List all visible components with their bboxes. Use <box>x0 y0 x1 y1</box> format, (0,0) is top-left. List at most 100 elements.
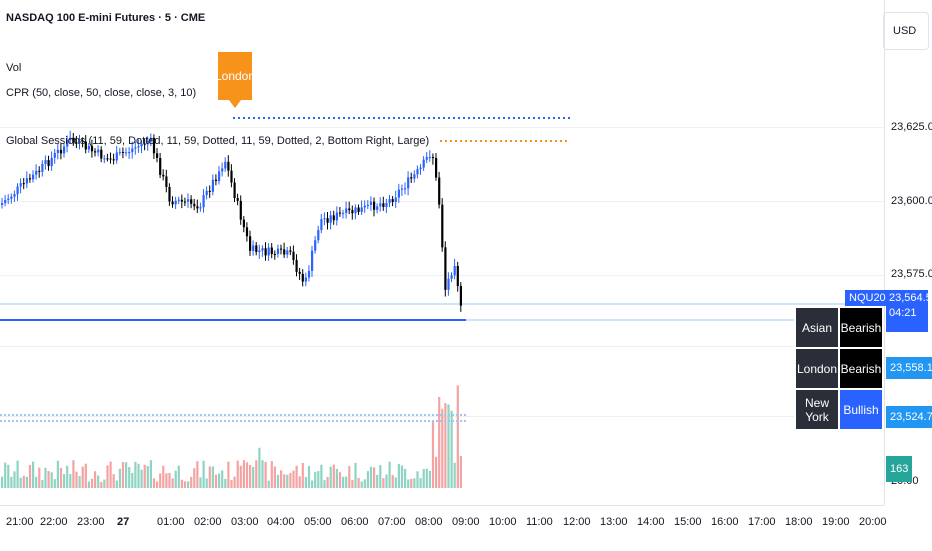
legend-cpr[interactable]: CPR (50, close, 50, close, close, 3, 10) <box>6 87 197 99</box>
time-tick: 23:00 <box>77 516 105 528</box>
volume-bar <box>177 465 180 488</box>
volume-bar <box>261 460 264 488</box>
volume-bar <box>376 474 379 488</box>
volume-bar <box>450 410 453 488</box>
candle-body <box>332 215 335 221</box>
volume-bar <box>379 465 382 488</box>
candle-body <box>156 153 159 159</box>
volume-bar <box>90 478 94 488</box>
volume-bar <box>134 461 137 488</box>
candle-body <box>218 171 221 181</box>
volume-bar <box>447 404 450 488</box>
candle-body <box>28 178 32 180</box>
volume-bar <box>391 475 394 488</box>
volume-bar <box>345 476 348 488</box>
volume-bar <box>156 481 159 488</box>
volume-bar <box>252 466 255 488</box>
time-tick: 22:00 <box>40 516 68 528</box>
session-name: London <box>794 347 840 390</box>
time-tick: 14:00 <box>637 516 665 528</box>
volume-bar <box>320 464 323 488</box>
volume-ma-line <box>0 420 466 422</box>
candle-body <box>205 190 208 196</box>
candle-body <box>345 208 348 214</box>
candle-body <box>168 186 171 202</box>
volume-bar <box>425 468 428 488</box>
legend-sessions[interactable]: Global Sessions (11, 59, Dotted, 11, 59,… <box>6 135 430 147</box>
volume-bar <box>441 408 444 488</box>
currency-button[interactable] <box>883 12 929 50</box>
volume-bar <box>1 476 4 488</box>
candle-body <box>258 250 261 252</box>
candle-body <box>329 215 332 223</box>
volume-bar <box>416 471 419 488</box>
volume-bar <box>419 478 422 488</box>
candle-body <box>273 254 276 256</box>
volume-bar <box>187 481 190 488</box>
price-axis[interactable]: USD 23,625.00 23,600.00 23,575.00 20.00 <box>883 0 932 505</box>
volume-bar <box>249 464 252 488</box>
time-tick: 21:00 <box>6 516 34 528</box>
volume-bar <box>214 474 218 488</box>
candle-body <box>221 168 224 172</box>
candle-body <box>190 199 193 204</box>
candle-body <box>53 152 56 158</box>
volume-bar <box>63 474 66 488</box>
candle-body <box>137 146 140 148</box>
candle-body <box>459 286 462 306</box>
candle-body <box>69 137 72 141</box>
volume-bar <box>255 460 258 488</box>
currency-label: USD <box>893 25 917 37</box>
legend-vol[interactable]: Vol <box>6 62 22 74</box>
volume-bar <box>382 478 385 488</box>
volume-bar <box>283 474 286 488</box>
volume-bar <box>159 473 162 488</box>
candle-body <box>354 207 357 214</box>
candle-body <box>447 278 450 290</box>
candle-body <box>369 201 373 205</box>
volume-bar <box>196 461 199 488</box>
candle-body <box>438 177 441 205</box>
chart-area[interactable]: NASDAQ 100 E-mini Futures · 5 · CME Vol … <box>0 0 884 505</box>
candle-body <box>382 203 385 207</box>
candle-body <box>391 199 394 202</box>
candle-body <box>214 179 218 181</box>
volume-bar <box>369 466 373 488</box>
volume-bar <box>32 461 35 488</box>
volume-bar <box>338 472 342 488</box>
volume-bar <box>366 471 369 488</box>
candle-body <box>199 207 202 209</box>
candle-body <box>131 148 134 153</box>
candle-body <box>94 151 97 153</box>
symbol-title[interactable]: NASDAQ 100 E-mini Futures · 5 · CME <box>6 12 206 24</box>
volume-bar <box>342 476 345 488</box>
candle-body <box>59 149 63 154</box>
volume-bar <box>38 467 41 488</box>
candle-body <box>106 158 109 160</box>
volume-bar <box>363 479 366 488</box>
table-row: New York Bullish <box>794 388 884 431</box>
candle-body <box>301 273 304 282</box>
london-session-flag[interactable]: London <box>214 52 256 108</box>
volume-bar <box>373 467 376 488</box>
candle-body <box>236 198 239 201</box>
volume-bar <box>22 475 25 488</box>
candle-body <box>25 178 28 184</box>
candle-body <box>165 176 168 187</box>
volume-bar <box>348 466 351 488</box>
volume-bar <box>388 461 391 488</box>
volume-bar <box>208 466 211 488</box>
volume-bar <box>428 470 431 488</box>
volume-bar <box>180 479 183 488</box>
candle-body <box>255 245 258 252</box>
candle-body <box>286 250 289 255</box>
time-axis[interactable]: 21:00 22:00 23:00 27 01:00 02:00 03:00 04:00 05:… <box>0 505 887 551</box>
volume-bar <box>456 385 459 488</box>
volume-bar <box>326 476 329 488</box>
volume-bar <box>35 476 38 488</box>
volume-bar <box>314 472 317 488</box>
candle-body <box>261 248 264 251</box>
time-tick: 08:00 <box>415 516 443 528</box>
candle-body <box>317 230 320 241</box>
flag-label: London <box>214 69 256 83</box>
